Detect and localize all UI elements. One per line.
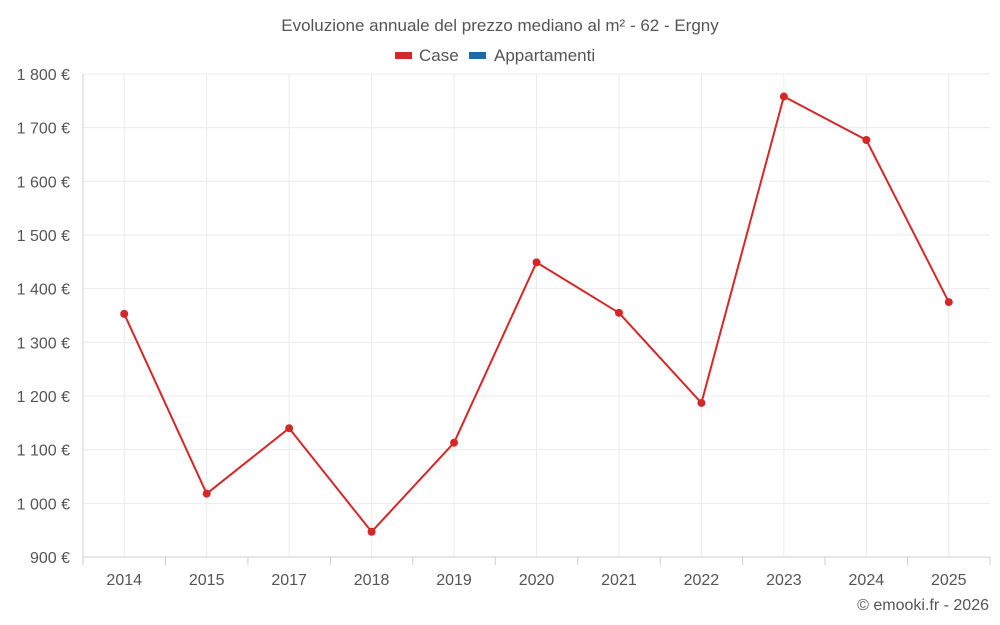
legend-item-case[interactable]: Case	[395, 46, 459, 65]
data-point[interactable]	[614, 308, 623, 317]
credit: © emooki.fr - 2026	[857, 597, 989, 614]
y-axis-ticks: 900 € 1 000 € 1 100 € 1 200 € 1 300 € 1 400 €…	[17, 67, 70, 567]
legend-swatch-appartamenti	[469, 52, 486, 59]
y-tick-label: 1 300 €	[17, 335, 70, 352]
data-point[interactable]	[367, 527, 376, 536]
x-tick-label: 2022	[684, 572, 720, 589]
data-point[interactable]	[862, 136, 871, 145]
x-tick-label: 2023	[766, 572, 802, 589]
y-tick-label: 1 000 €	[17, 496, 70, 513]
legend-swatch-case	[395, 52, 412, 59]
data-point[interactable]	[944, 298, 953, 307]
legend-label-appartamenti: Appartamenti	[494, 46, 595, 65]
y-tick-label: 1 100 €	[17, 443, 70, 460]
x-tick-label: 2021	[601, 572, 637, 589]
data-point[interactable]	[450, 438, 459, 447]
gridlines	[83, 73, 990, 557]
x-tick-label: 2024	[849, 572, 885, 589]
data-point[interactable]	[532, 258, 541, 267]
data-point[interactable]	[202, 489, 211, 498]
legend-item-appartamenti[interactable]: Appartamenti	[469, 46, 595, 65]
y-tick-label: 1 600 €	[17, 174, 70, 191]
chart-title: Evoluzione annuale del prezzo mediano al…	[281, 16, 719, 35]
y-tick-label: 900 €	[30, 550, 70, 567]
y-tick-label: 1 500 €	[17, 228, 70, 245]
x-tick-label: 2025	[931, 572, 967, 589]
x-axis-ticks: 2014 2015 2017 2018 2019 2020 2021 2022 2023 2024…	[106, 572, 966, 589]
y-tick-label: 1 700 €	[17, 121, 70, 138]
x-tick-label: 2020	[519, 572, 555, 589]
y-tick-label: 1 400 €	[17, 282, 70, 299]
x-tick-label: 2015	[189, 572, 225, 589]
x-tick-label: 2019	[436, 572, 472, 589]
x-tick-label: 2018	[354, 572, 390, 589]
series-case	[120, 92, 953, 536]
data-point[interactable]	[697, 398, 706, 407]
axes	[82, 74, 991, 565]
legend: Case Appartamenti	[395, 46, 595, 65]
x-tick-label: 2014	[106, 572, 142, 589]
legend-label-case: Case	[419, 46, 459, 65]
y-tick-label: 1 200 €	[17, 389, 70, 406]
data-point[interactable]	[285, 424, 294, 433]
data-point[interactable]	[120, 309, 129, 318]
data-point[interactable]	[779, 92, 788, 101]
y-tick-label: 1 800 €	[17, 67, 70, 84]
x-tick-label: 2017	[271, 572, 307, 589]
